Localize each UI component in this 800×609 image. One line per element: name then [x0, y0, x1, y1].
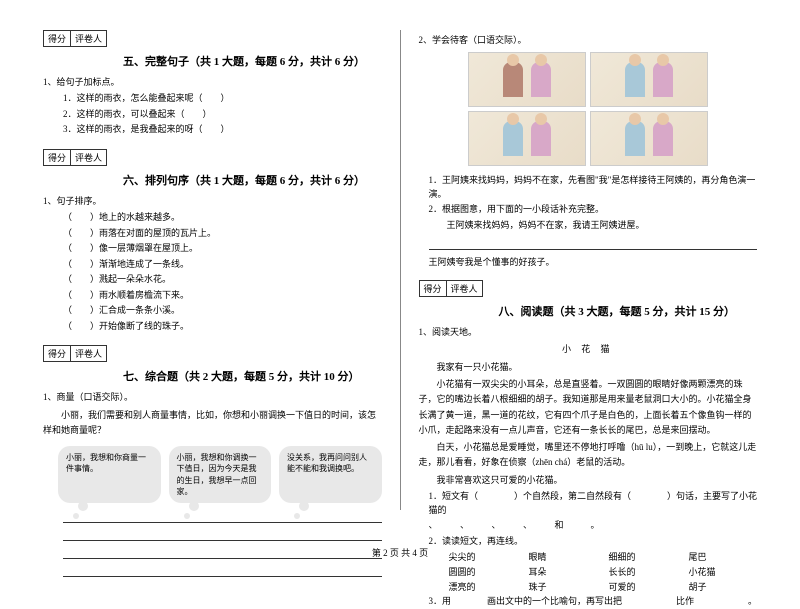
q5-item-1: 1．这样的雨衣，怎么能叠起来呢（ ） — [63, 92, 382, 106]
section-5-title: 五、完整句子（共 1 大题，每题 6 分，共计 6 分） — [123, 53, 382, 69]
score-label: 得分 — [44, 346, 71, 361]
match-row-3: 漂亮的 珠子 可爱的 胡子 — [449, 580, 758, 593]
score-box-8: 得分 评卷人 — [419, 280, 483, 297]
q6-item-5: （ ）溅起一朵朵水花。 — [63, 273, 382, 287]
q5-1: 1、给句子加标点。 — [43, 75, 382, 89]
section-6-title: 六、排列句序（共 1 大题，每题 6 分，共计 6 分） — [123, 172, 382, 188]
scene-3 — [468, 111, 586, 166]
r-item-2: 2．根据图意，用下面的一小段话补充完整。 — [429, 203, 758, 217]
answer-line-2 — [63, 529, 382, 541]
story-title: 小 花 猫 — [419, 342, 758, 356]
q6-1: 1、句子排序。 — [43, 194, 382, 208]
grader-label: 评卷人 — [71, 346, 106, 361]
story-p4: 我非常喜欢这只可爱的小花猫。 — [419, 473, 758, 488]
grader-label: 评卷人 — [71, 31, 106, 46]
q5-item-3: 3．这样的雨衣，是我叠起来的呀（ ） — [63, 123, 382, 137]
score-box-6: 得分 评卷人 — [43, 149, 107, 166]
q6-item-8: （ ）开始像断了线的珠子。 — [63, 320, 382, 334]
cloud-2: 小丽，我想和你调换一下值日，因为今天是我的生日，我想早一点回家。 — [169, 446, 272, 503]
story-p1: 我家有一只小花猫。 — [419, 360, 758, 375]
story-p3: 白天，小花猫总是爱睡觉，嘴里还不停地打呼噜（hū lu），一到晚上，它就这儿走走… — [419, 440, 758, 471]
r-item-1: 1．王阿姨来找妈妈，妈妈不在家，先看图"我"是怎样接待王阿姨的，再分角色演一演。 — [429, 174, 758, 201]
q6-item-3: （ ）像一层薄烟罩在屋顶上。 — [63, 242, 382, 256]
q8-1: 1、阅读天地。 — [419, 325, 758, 339]
scene-4 — [590, 111, 708, 166]
grader-label: 评卷人 — [447, 281, 482, 296]
q8-sub3: 3．用 画出文中的一个比喻句，再写出把 比作 。 — [429, 595, 758, 609]
score-label: 得分 — [420, 281, 447, 296]
q7-1: 1、商量（口语交际）。 — [43, 390, 382, 404]
illustration-grid — [468, 52, 708, 166]
scene-1 — [468, 52, 586, 107]
q6-item-4: （ ）渐渐地连成了一条线。 — [63, 258, 382, 272]
scene-2 — [590, 52, 708, 107]
grader-label: 评卷人 — [71, 150, 106, 165]
r-item-3: 王阿姨来找妈妈，妈妈不在家，我请王阿姨进屋。 — [429, 219, 758, 233]
q6-item-7: （ ）汇合成一条条小溪。 — [63, 304, 382, 318]
q8-sub1b: 、 、 、 、 和 。 — [429, 519, 758, 533]
score-label: 得分 — [44, 31, 71, 46]
r-praise: 王阿姨夸我是个懂事的好孩子。 — [429, 256, 758, 270]
score-box-7: 得分 评卷人 — [43, 345, 107, 362]
answer-line-r1 — [429, 238, 758, 250]
q6-item-6: （ ）雨水顺着房檐流下来。 — [63, 289, 382, 303]
section-7-title: 七、综合题（共 2 大题，每题 5 分，共计 10 分） — [123, 368, 382, 384]
q7-2: 2、学会待客（口语交际）。 — [419, 33, 758, 47]
section-8-title: 八、阅读题（共 3 大题，每题 5 分，共计 15 分） — [499, 303, 758, 319]
page-footer: 第 2 页 共 4 页 — [0, 546, 800, 559]
answer-line-1 — [63, 511, 382, 523]
story-p2: 小花猫有一双尖尖的小耳朵，总是直竖着。一双圆圆的眼睛好像两颗漂亮的珠子，它的嘴边… — [419, 377, 758, 438]
right-column: 2、学会待客（口语交际）。 1．王阿姨来找妈妈，妈妈不在家，先看图"我"是怎样接… — [401, 30, 776, 510]
q8-sub1: 1．短文有（ ）个自然段，第二自然段有（ ）句话，主要写了小花猫的 — [429, 490, 758, 517]
answer-line-4 — [63, 565, 382, 577]
q7-intro: 小丽，我们需要和别人商量事情，比如，你想和小丽调换一下值日的时间，该怎样和她商量… — [43, 408, 382, 439]
match-row-2: 圆圆的 耳朵 长长的 小花猫 — [449, 565, 758, 578]
speech-bubbles: 小丽，我想和你商量一件事情。 小丽，我想和你调换一下值日，因为今天是我的生日，我… — [58, 446, 382, 503]
page-container: 得分 评卷人 五、完整句子（共 1 大题，每题 6 分，共计 6 分） 1、给句… — [0, 0, 800, 530]
q6-item-1: （ ）地上的水越来越多。 — [63, 211, 382, 225]
q5-item-2: 2．这样的雨衣，可以叠起来（ ） — [63, 108, 382, 122]
score-label: 得分 — [44, 150, 71, 165]
q6-item-2: （ ）雨落在对面的屋顶的瓦片上。 — [63, 227, 382, 241]
score-box-5: 得分 评卷人 — [43, 30, 107, 47]
cloud-1: 小丽，我想和你商量一件事情。 — [58, 446, 161, 503]
left-column: 得分 评卷人 五、完整句子（共 1 大题，每题 6 分，共计 6 分） 1、给句… — [25, 30, 401, 510]
cloud-3: 没关系，我再问问别人能不能和我调换吧。 — [279, 446, 382, 503]
